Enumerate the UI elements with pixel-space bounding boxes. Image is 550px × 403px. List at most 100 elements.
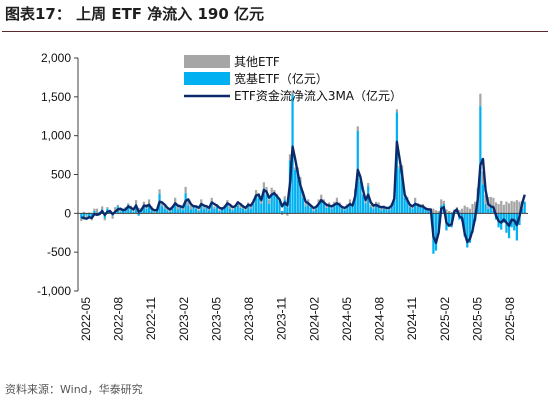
y-tick-label: -500 <box>47 245 71 259</box>
broad-etf-bar <box>249 208 252 214</box>
broad-etf-bar <box>270 193 273 214</box>
broad-etf-bar <box>187 205 190 214</box>
broad-etf-bar <box>166 210 169 214</box>
other-etf-bar <box>231 208 234 211</box>
x-tick-label: 2024-11 <box>405 297 419 340</box>
other-etf-bar <box>466 207 469 214</box>
other-etf-bar <box>398 165 401 169</box>
other-etf-bar <box>463 205 466 214</box>
other-etf-bar <box>254 190 258 197</box>
broad-etf-bar <box>327 206 331 214</box>
other-etf-bar <box>181 207 185 211</box>
other-etf-bar <box>442 200 445 205</box>
other-etf-bar <box>283 196 286 200</box>
broad-etf-bar <box>194 208 198 214</box>
broad-etf-bar <box>205 207 208 214</box>
other-etf-bar <box>174 197 177 205</box>
broad-etf-bar <box>221 209 224 214</box>
broad-etf-bar <box>262 188 265 214</box>
other-etf-bar <box>492 197 495 212</box>
broad-etf-bar <box>228 208 232 214</box>
broad-etf-bar <box>468 213 472 243</box>
other-etf-bar <box>114 207 117 212</box>
broad-etf-bar <box>377 207 380 214</box>
broad-etf-bar <box>414 202 417 214</box>
broad-etf-bar <box>127 204 130 214</box>
other-etf-bar <box>343 208 346 211</box>
x-tick-label: 2022-05 <box>79 297 93 341</box>
other-etf-bar <box>335 197 339 203</box>
other-etf-bar <box>294 167 297 170</box>
broad-etf-bar <box>492 211 495 214</box>
broad-etf-bars <box>80 94 526 254</box>
broad-etf-bar <box>223 207 226 214</box>
broad-etf-bar <box>155 211 159 214</box>
other-etf-bar <box>288 154 292 161</box>
other-etf-bar <box>377 202 380 208</box>
broad-etf-bar <box>515 213 518 241</box>
x-tick-label: 2024-05 <box>340 297 354 341</box>
broad-etf-bar <box>354 192 357 214</box>
broad-etf-bar <box>406 200 409 214</box>
broad-etf-bar <box>200 204 203 214</box>
other-etf-bar <box>119 209 122 212</box>
broad-etf-bar <box>197 211 200 214</box>
broad-etf-bar <box>267 204 271 214</box>
other-etf-bar <box>213 206 216 209</box>
broad-etf-bar <box>346 207 349 214</box>
other-etf-bar <box>374 201 378 205</box>
broad-etf-bar <box>176 209 179 214</box>
broad-etf-bar <box>333 204 336 214</box>
other-etf-bar <box>367 183 370 187</box>
y-tick-label: 2,000 <box>41 51 71 65</box>
broad-etf-bar <box>471 213 474 233</box>
broad-etf-bar <box>213 208 216 214</box>
broad-etf-bar <box>502 213 505 223</box>
broad-etf-bar <box>294 169 297 214</box>
broad-etf-bar <box>309 207 312 214</box>
broad-etf-bar <box>231 210 234 214</box>
other-etf-bar <box>202 207 205 210</box>
broad-etf-bar <box>466 213 469 248</box>
broad-etf-bar <box>398 168 401 214</box>
other-etf-bar <box>518 201 521 214</box>
legend-swatch-broad <box>184 72 230 85</box>
broad-etf-bar <box>286 207 289 214</box>
broad-etf-bar <box>90 213 93 217</box>
broad-etf-bar <box>244 210 247 214</box>
other-etf-bar <box>325 204 328 208</box>
broad-etf-bar <box>351 206 354 214</box>
broad-etf-bar <box>218 211 221 214</box>
other-etf-bar <box>158 189 161 194</box>
other-etf-bar <box>460 208 464 214</box>
broad-etf-bar <box>179 207 182 214</box>
y-tick-label: -1,000 <box>37 284 71 298</box>
other-etf-bar <box>481 171 485 185</box>
broad-etf-bar <box>210 201 213 214</box>
other-etf-bar <box>440 199 443 206</box>
broad-etf-bar <box>419 207 422 214</box>
legend-swatch-other <box>184 55 230 68</box>
x-tick-label: 2024-02 <box>307 297 321 341</box>
other-etf-bar <box>148 199 151 206</box>
broad-etf-bar <box>82 213 86 220</box>
other-etf-bar <box>510 200 513 214</box>
broad-etf-bar <box>343 210 346 214</box>
broad-etf-bar <box>119 211 122 214</box>
broad-etf-bar <box>132 211 135 214</box>
broad-etf-bar <box>416 206 419 214</box>
other-etf-bar <box>507 203 511 214</box>
other-etf-bar <box>207 208 211 211</box>
broad-etf-bar <box>181 210 185 214</box>
other-etf-bar <box>260 200 263 205</box>
other-etf-bar <box>85 214 88 218</box>
broad-etf-bar <box>134 204 138 214</box>
x-tick-label: 2023-05 <box>210 297 224 341</box>
other-etf-bar <box>387 208 391 211</box>
other-etf-bar <box>479 93 482 107</box>
other-etf-bar <box>312 208 315 212</box>
broad-etf-bar <box>481 184 485 214</box>
broad-etf-bar <box>320 200 323 214</box>
broad-etf-bar <box>85 213 88 215</box>
other-etf-bar <box>210 197 213 202</box>
